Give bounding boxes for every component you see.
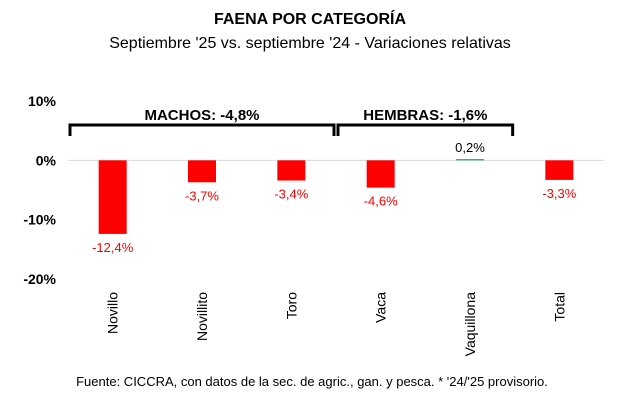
data-label: -3,4% bbox=[274, 187, 308, 202]
bar-total bbox=[545, 160, 574, 180]
y-tick-label: 10% bbox=[28, 93, 57, 109]
category-groups: MACHOS: -4,8% HEMBRAS: -1,6% bbox=[68, 107, 515, 136]
group-label: HEMBRAS: -1,6% bbox=[363, 107, 487, 124]
x-axis: Novillo Novillito Toro Vaca Vaquillona Total bbox=[105, 292, 568, 357]
x-tick-label: Novillito bbox=[194, 292, 210, 341]
group-bracket bbox=[68, 123, 336, 136]
bar-series bbox=[98, 159, 574, 234]
x-tick-label: Vaca bbox=[373, 292, 389, 323]
x-tick-label: Total bbox=[551, 292, 567, 322]
data-label: -3,7% bbox=[185, 188, 219, 203]
y-tick-label: -20% bbox=[23, 271, 56, 287]
data-label: -3,3% bbox=[542, 186, 576, 201]
chart-subtitle: Septiembre '25 vs. septiembre '24 - Vari… bbox=[109, 35, 511, 52]
y-tick-label: 0% bbox=[36, 152, 57, 168]
bar-toro bbox=[277, 160, 306, 181]
bar-vaquillona bbox=[456, 159, 484, 161]
data-label: -4,6% bbox=[364, 194, 398, 209]
bar-novillo bbox=[98, 160, 127, 234]
chart-title: FAENA POR CATEGORÍA bbox=[214, 9, 406, 28]
source-note: Fuente: CICCRA, con datos de la sec. de … bbox=[76, 374, 548, 389]
data-labels: -12,4% -3,7% -3,4% -4,6% 0,2% -3,3% bbox=[92, 140, 577, 255]
x-tick-label: Vaquillona bbox=[462, 292, 478, 357]
y-axis: 10% 0% -10% -20% bbox=[23, 93, 56, 287]
x-tick-label: Toro bbox=[283, 292, 299, 319]
data-label: 0,2% bbox=[455, 140, 485, 155]
x-tick-label: Novillo bbox=[105, 292, 121, 334]
group-label: MACHOS: -4,8% bbox=[144, 107, 259, 124]
y-tick-label: -10% bbox=[23, 212, 56, 228]
bar-vaca bbox=[366, 160, 395, 188]
group-bracket bbox=[336, 123, 515, 136]
data-label: -12,4% bbox=[92, 240, 134, 255]
bar-novillito bbox=[188, 160, 216, 183]
